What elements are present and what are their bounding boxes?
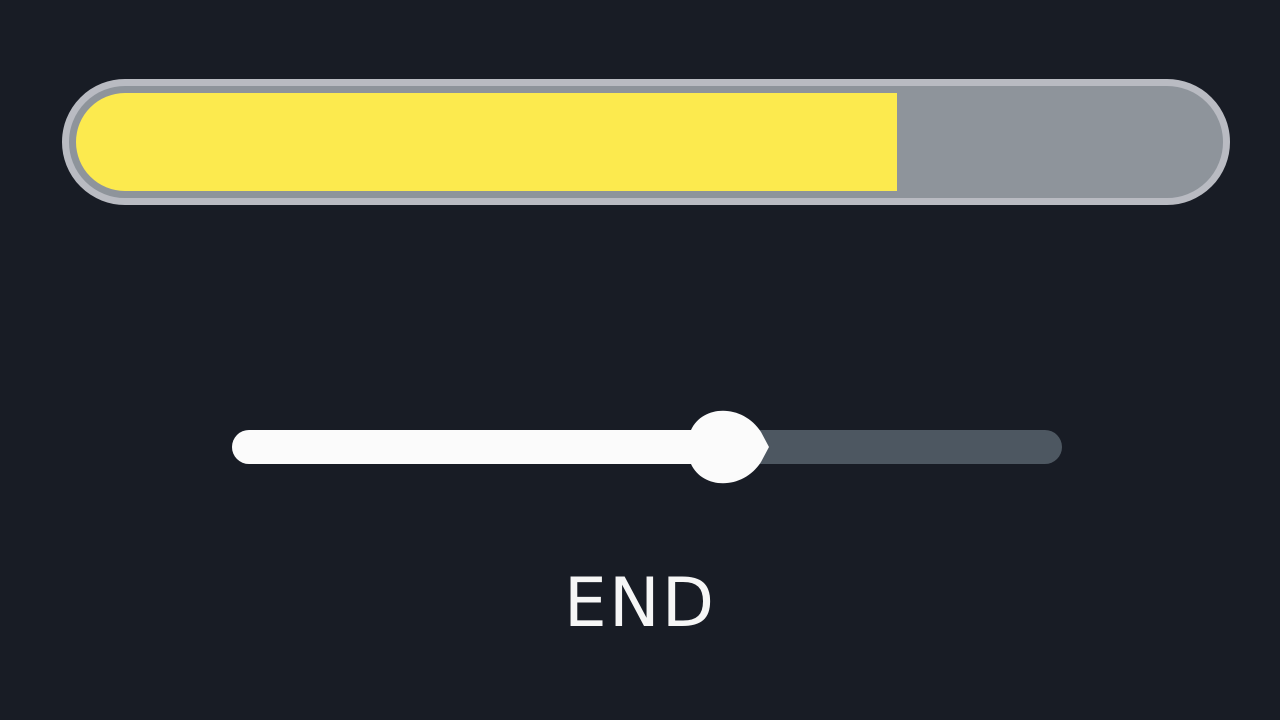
slider-filled-segment <box>232 430 705 464</box>
slider-thumb[interactable] <box>673 404 773 490</box>
end-label: END <box>563 564 717 643</box>
progress-bar <box>62 79 1230 205</box>
progress-bar-fill <box>76 93 897 191</box>
slider[interactable] <box>232 404 1062 490</box>
